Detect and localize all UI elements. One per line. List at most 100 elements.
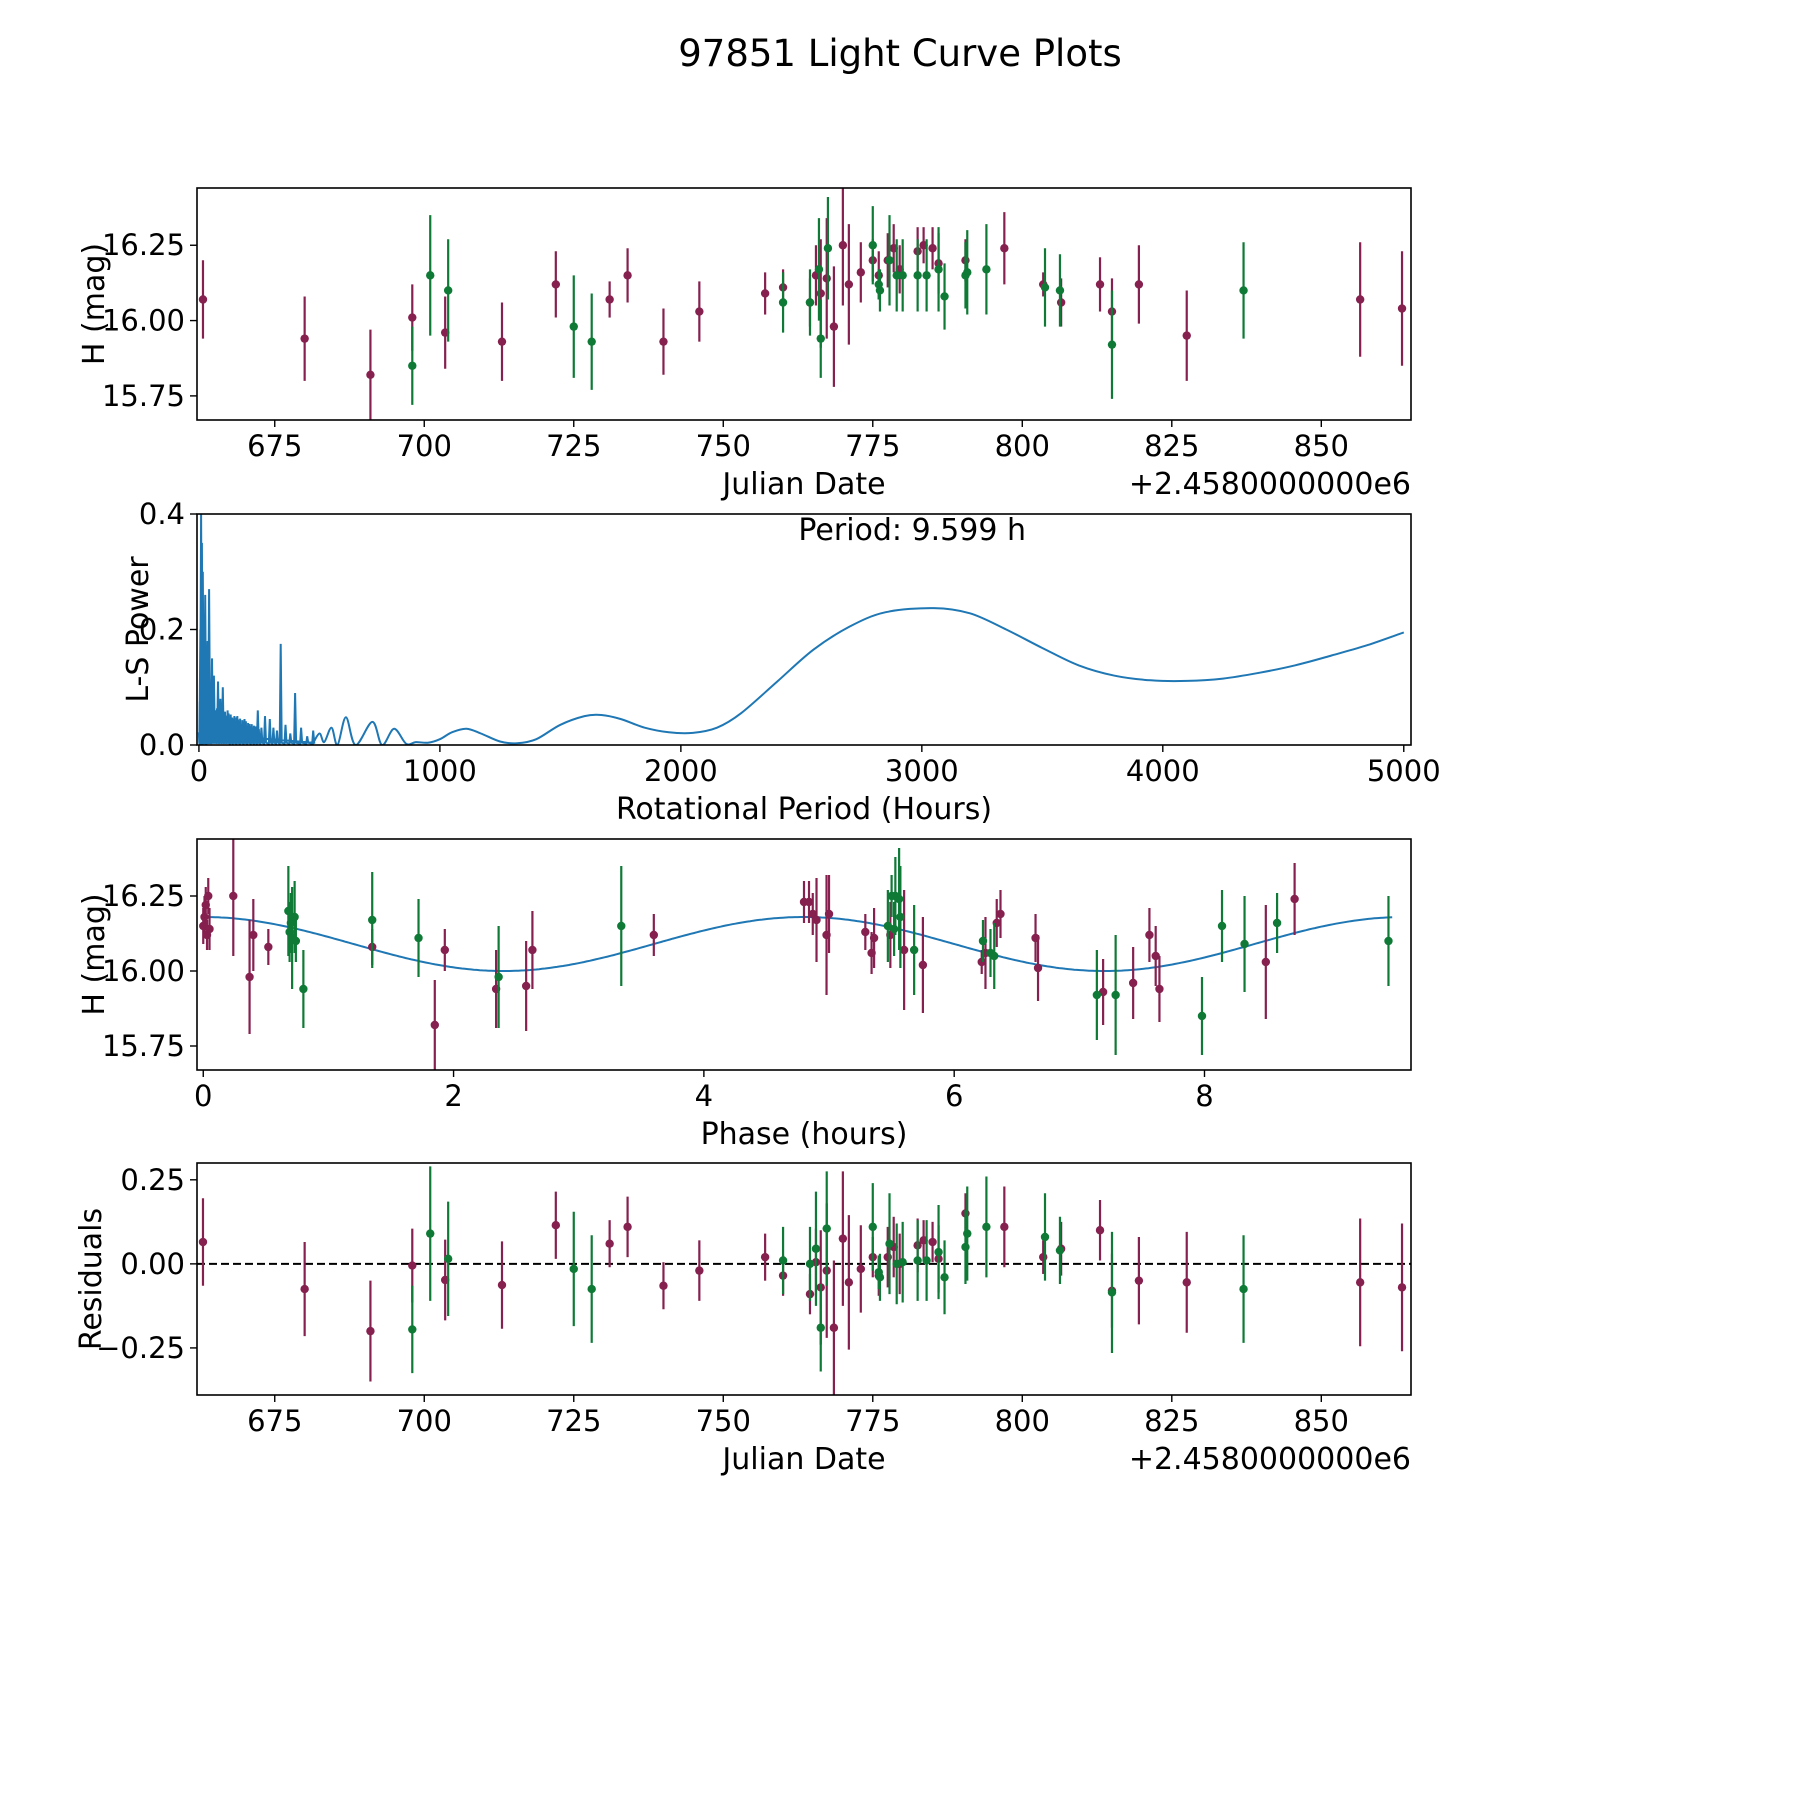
data-point	[551, 1221, 561, 1230]
x-tick-label: 1000	[403, 754, 477, 788]
data-point	[1095, 280, 1105, 289]
data-point	[494, 972, 503, 982]
data-point	[918, 960, 928, 970]
x-axis-label: Julian Date	[720, 467, 885, 502]
model-fit-curve	[203, 916, 1393, 972]
data-point	[1134, 280, 1144, 289]
data-point	[1000, 1222, 1009, 1232]
x-tick-label: 0	[194, 1079, 212, 1113]
data-point	[804, 897, 814, 907]
data-point	[1261, 957, 1271, 967]
data-point	[366, 370, 375, 380]
axes-frame	[196, 187, 1412, 421]
data-point	[659, 337, 668, 346]
data-point	[1145, 930, 1154, 940]
data-point	[229, 891, 238, 901]
y-tick-label: 16.00	[102, 954, 185, 988]
periodogram-line	[197, 514, 1405, 745]
data-point	[898, 271, 907, 280]
data-point	[760, 1252, 770, 1262]
data-point	[443, 286, 453, 295]
data-point	[816, 1323, 825, 1332]
data-point	[623, 271, 632, 280]
data-point	[649, 930, 659, 940]
data-point	[961, 1242, 970, 1252]
data-point	[1239, 286, 1248, 295]
data-point	[198, 1237, 208, 1247]
x-tick-label: 750	[696, 1404, 751, 1438]
x-tick-label: 675	[247, 429, 302, 463]
y-tick-label: 0.0	[139, 728, 185, 762]
data-point	[868, 241, 877, 250]
data-point	[934, 265, 943, 274]
data-point	[408, 361, 417, 370]
x-tick-label: 4	[695, 1079, 713, 1113]
data-point	[824, 909, 834, 919]
x-tick-label: 2000	[644, 754, 718, 788]
x-tick-label: 825	[1144, 429, 1199, 463]
x-tick-label: 4000	[1126, 754, 1200, 788]
data-point	[922, 271, 931, 280]
data-point	[816, 289, 825, 298]
data-point	[913, 1256, 922, 1265]
x-tick-label: 825	[1144, 1404, 1199, 1438]
y-tick-label: 0.2	[139, 613, 185, 647]
data-point	[963, 268, 972, 277]
data-point	[659, 1281, 668, 1290]
data-point	[896, 912, 905, 922]
data-point	[1092, 990, 1102, 1000]
data-point	[963, 1229, 972, 1238]
data-point	[695, 307, 704, 316]
data-point	[1217, 921, 1227, 931]
data-point	[823, 244, 833, 253]
data-point	[695, 1266, 704, 1275]
data-point	[889, 924, 899, 934]
data-point	[838, 1234, 848, 1243]
y-axis-label: H (mag)	[77, 893, 112, 1015]
plot-area	[199, 839, 1393, 1070]
data-point	[1098, 987, 1108, 997]
data-point	[990, 951, 999, 961]
x-tick-label: 2	[444, 1079, 462, 1113]
panel-residuals: 675 700 725 750 775 800 825 850 −0.25 0.00 0.25 Jul…	[74, 1162, 1412, 1477]
data-point	[982, 265, 991, 274]
data-point	[1055, 1246, 1065, 1255]
panel-periodogram: 0 1000 2000 3000 4000 5000 0.0 0.2 0.4 Rotational…	[121, 497, 1441, 827]
data-point	[551, 280, 561, 289]
data-point	[426, 271, 435, 280]
data-point	[1111, 990, 1120, 1000]
axes-frame	[196, 513, 1412, 746]
x-tick-label: 800	[995, 429, 1050, 463]
data-point	[1384, 936, 1393, 946]
data-point	[605, 1239, 614, 1248]
data-point	[1182, 331, 1191, 340]
data-point	[811, 1244, 821, 1253]
period-annotation: Period: 9.599 h	[798, 513, 1026, 548]
plot-area	[198, 188, 1407, 420]
data-point	[569, 322, 578, 331]
y-tick-label: 15.75	[102, 379, 185, 413]
data-point	[883, 921, 893, 931]
data-point	[1107, 340, 1117, 349]
data-point	[844, 1278, 854, 1287]
data-point	[1107, 1288, 1117, 1297]
data-point	[1272, 918, 1282, 928]
x-axis-label: Phase (hours)	[701, 1117, 908, 1152]
y-tick-label: −0.25	[96, 1331, 185, 1365]
data-point	[414, 933, 423, 943]
data-point	[200, 912, 209, 922]
data-point	[497, 1280, 507, 1290]
data-point	[844, 280, 854, 289]
data-point	[204, 891, 213, 901]
data-point	[1239, 1284, 1248, 1294]
data-point	[928, 1237, 937, 1247]
data-point	[430, 1020, 439, 1030]
data-point	[934, 1247, 943, 1257]
x-tick-label: 725	[546, 1404, 601, 1438]
x-tick-label: 675	[247, 1404, 302, 1438]
data-point	[812, 915, 821, 925]
data-point	[408, 1261, 417, 1270]
data-point	[1095, 1226, 1105, 1235]
x-tick-label: 775	[845, 429, 900, 463]
